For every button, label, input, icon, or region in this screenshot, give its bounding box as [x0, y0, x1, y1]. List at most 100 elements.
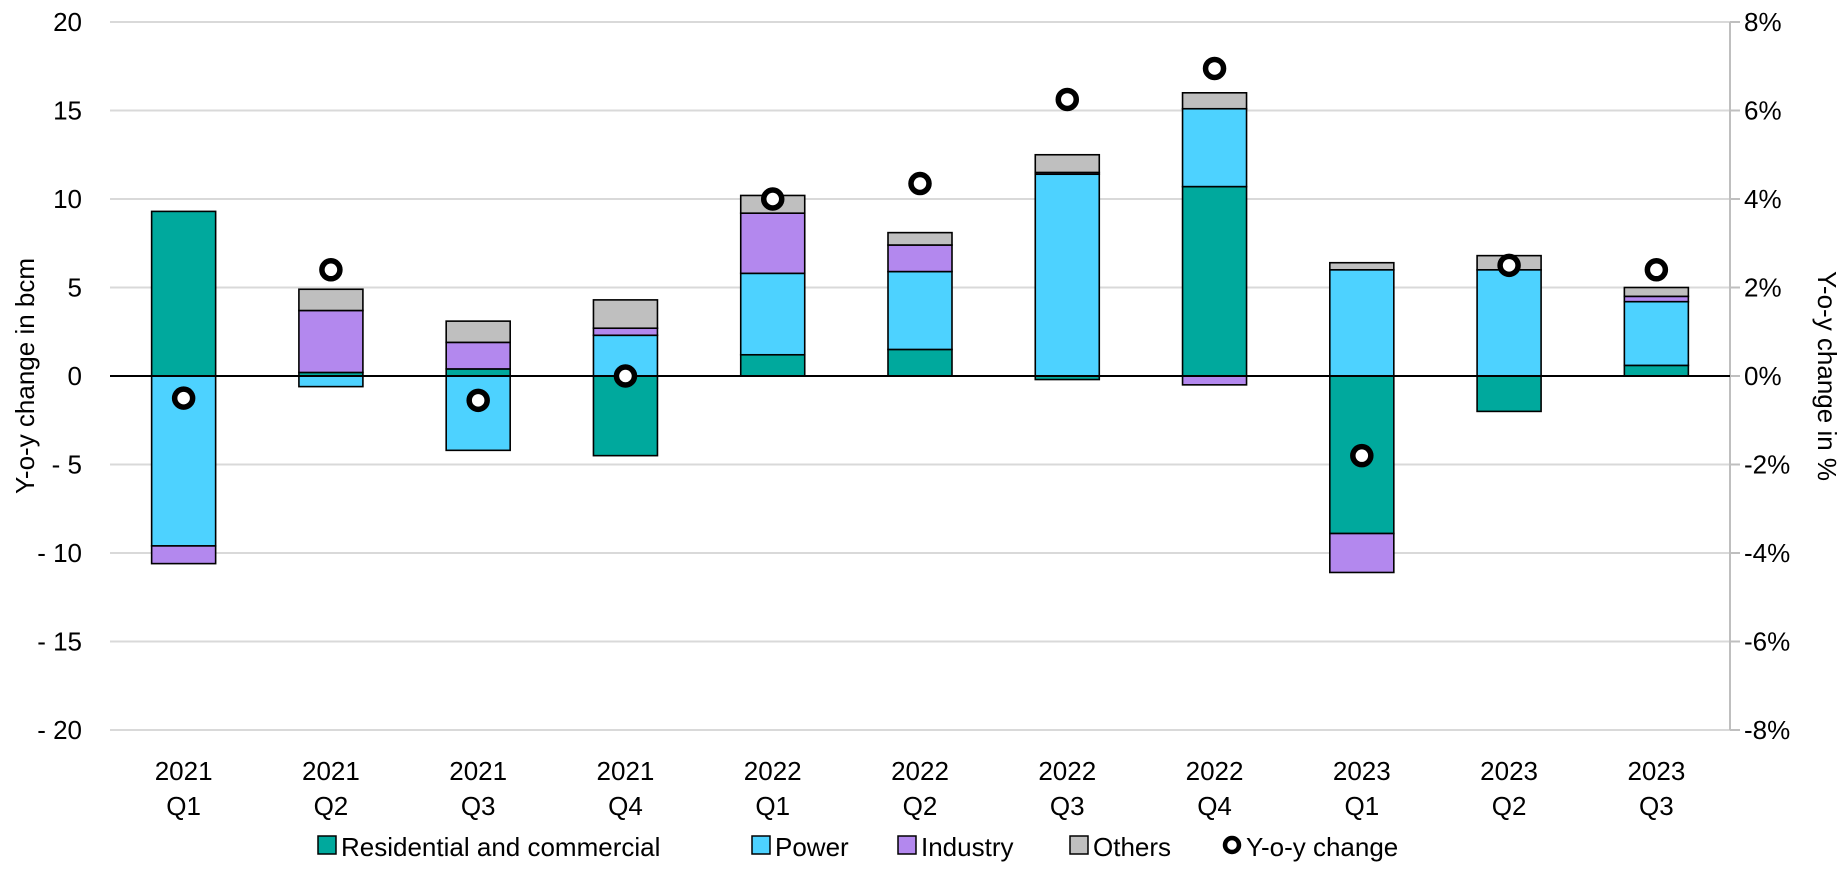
bar-segment — [1181, 107, 1248, 188]
bar-segment — [298, 288, 364, 312]
y-axis-title: Y-o-y change in bcm — [10, 258, 40, 494]
y-tick-label: 5 — [68, 273, 82, 303]
y2-tick-label: 0% — [1744, 361, 1782, 391]
bar-segment — [739, 353, 806, 377]
bar-segment — [1623, 286, 1690, 298]
x-tick-label: 2022 — [891, 756, 949, 786]
yoy-marker — [171, 386, 196, 410]
bar-segment — [592, 299, 659, 330]
bar-segment — [150, 545, 217, 565]
yoy-marker — [908, 171, 932, 196]
bar-segment — [739, 272, 806, 356]
y-tick-label: 15 — [53, 96, 82, 126]
y2-axis-title: Y-o-y change in % — [1812, 271, 1842, 481]
legend-swatch — [1069, 835, 1089, 855]
x-tick-label: Q2 — [314, 791, 349, 821]
y-tick-label: 20 — [53, 7, 82, 37]
bar-segment — [150, 210, 217, 377]
legend-label: Y-o-y change — [1246, 832, 1398, 862]
y-tick-label: 10 — [53, 184, 82, 214]
x-tick-label: 2021 — [155, 756, 213, 786]
y-tick-label: - 20 — [37, 715, 82, 745]
x-tick-label: Q2 — [903, 791, 938, 821]
y-tick-label: - 10 — [37, 538, 82, 568]
x-tick-label: Q4 — [1197, 791, 1232, 821]
y2-tick-label: -6% — [1744, 627, 1790, 657]
legend-label: Residential and commercial — [341, 832, 660, 862]
bar-segment — [298, 375, 364, 388]
bar-segment — [1329, 532, 1395, 574]
bar-segment — [887, 231, 953, 246]
y-tick-label: 0 — [68, 361, 82, 391]
y2-tick-label: 2% — [1744, 273, 1782, 303]
x-tick-label: Q4 — [608, 791, 643, 821]
bar-segment — [445, 341, 511, 370]
yoy-marker — [1350, 443, 1374, 468]
bar-segment — [887, 244, 953, 273]
x-tick-label: 2023 — [1480, 756, 1538, 786]
x-tick-label: Q3 — [1639, 791, 1674, 821]
legend-label: Others — [1093, 832, 1171, 862]
x-tick-label: 2022 — [1038, 756, 1096, 786]
legend-label: Industry — [921, 832, 1014, 862]
legend-label: Power — [775, 832, 849, 862]
y2-tick-label: -4% — [1744, 538, 1790, 568]
y-tick-label: - 15 — [37, 627, 82, 657]
bar-segment — [887, 270, 953, 351]
yoy-marker — [319, 258, 343, 282]
yoy-marker — [1644, 258, 1669, 282]
y2-tick-label: 4% — [1744, 184, 1782, 214]
bar-segment — [592, 375, 659, 457]
yoy-marker — [760, 187, 785, 211]
markers — [171, 56, 1669, 468]
axes — [110, 21, 1740, 731]
legend: Residential and commercial Power Industry O… — [317, 832, 1398, 862]
bar-segment — [739, 212, 806, 275]
bar-segment — [1623, 300, 1690, 367]
y2-tick-label: 6% — [1744, 96, 1782, 126]
bar-segment — [445, 368, 511, 377]
x-tick-label: Q3 — [461, 791, 496, 821]
x-tick-label: 2023 — [1627, 756, 1685, 786]
legend-marker — [1222, 835, 1242, 855]
bar-segment — [1329, 268, 1395, 377]
yoy-marker — [1497, 253, 1521, 278]
bar-segment — [1034, 153, 1101, 174]
legend-swatch — [751, 835, 771, 855]
labels: 20 15 10 5 0 - 5 - 10 - 15 - 20 8% 6% 4% 2% 0% -2% -4% -… — [37, 7, 1790, 821]
bar-segment — [298, 309, 364, 374]
x-tick-label: Q3 — [1050, 791, 1085, 821]
y2-tick-label: -8% — [1744, 715, 1790, 745]
bar-segment — [887, 348, 953, 377]
bar-segment — [592, 327, 659, 337]
bar-segment — [1476, 268, 1542, 377]
x-tick-label: 2022 — [744, 756, 802, 786]
bar-segment — [445, 320, 511, 344]
y2-tick-label: 8% — [1744, 7, 1782, 37]
x-tick-label: Q1 — [1344, 791, 1379, 821]
yoy-marker — [1055, 87, 1080, 112]
bar-segment — [1181, 92, 1248, 110]
x-tick-label: Q2 — [1492, 791, 1527, 821]
x-tick-label: Q1 — [166, 791, 201, 821]
yoy-marker — [1202, 56, 1227, 81]
bar-segment — [1329, 261, 1395, 271]
y2-tick-label: -2% — [1744, 450, 1790, 480]
grid — [110, 21, 1730, 731]
legend-swatch — [317, 835, 337, 855]
y-tick-label: - 5 — [52, 450, 82, 480]
x-tick-label: 2021 — [597, 756, 655, 786]
bar-segment — [1476, 375, 1542, 413]
bar-segment — [1181, 185, 1248, 377]
bar-segment — [1181, 375, 1248, 386]
bar-segment — [1623, 364, 1690, 377]
x-tick-label: 2021 — [449, 756, 507, 786]
bar-segment — [445, 375, 511, 452]
x-tick-label: Q1 — [755, 791, 790, 821]
legend-swatch — [897, 835, 917, 855]
x-tick-label: 2022 — [1186, 756, 1244, 786]
yoy-marker — [466, 388, 490, 413]
bars — [150, 92, 1690, 574]
